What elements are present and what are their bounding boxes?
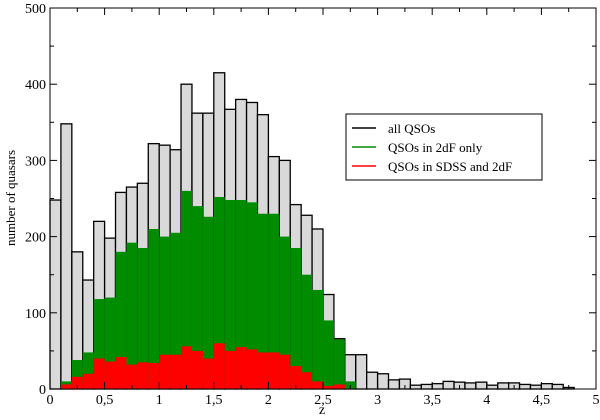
x-tick-label: 3,5	[423, 393, 441, 408]
all-qsos-bar	[409, 384, 422, 390]
sdss-and-2df-bars	[60, 343, 345, 389]
all-qsos-bar	[376, 373, 390, 390]
legend-label: all QSOs	[388, 121, 435, 136]
sdss-2df-bar	[71, 376, 83, 389]
2df-only-bar	[279, 236, 291, 389]
2df-only-bar	[93, 299, 105, 389]
sdss-2df-bar	[159, 354, 171, 389]
sdss-2df-bar	[213, 343, 225, 389]
all-qsos-bar	[420, 383, 433, 390]
all-qsos-bar	[551, 383, 564, 390]
2df-only-bar	[202, 216, 214, 389]
sdss-2df-bar	[312, 381, 323, 389]
x-tick-label: 1	[156, 393, 163, 408]
sdss-2df-bar	[246, 349, 258, 389]
2df-only-bar	[82, 352, 94, 389]
y-axis: 0 100 200 300 400 500	[25, 2, 596, 398]
x-tick-label: 2	[265, 393, 272, 408]
x-tick-label: 1,5	[205, 393, 223, 408]
2df-only-bar	[213, 196, 225, 389]
sdss-2df-bar	[126, 364, 138, 389]
all-qsos-bar	[366, 371, 379, 390]
legend: all QSOs QSOs in 2dF only QSOs in SDSS and…	[345, 113, 543, 181]
all-qsos-bar	[529, 384, 543, 390]
x-axis: 0 0,5 1 1,5 2 2,5 3 3,5 4 4,5 5	[47, 8, 600, 408]
sdss-2df-bar	[191, 350, 203, 389]
2df-only-bar	[181, 190, 192, 389]
all-qsos-bar	[49, 199, 62, 390]
sdss-2df-bar	[323, 385, 334, 389]
sdss-2df-bar	[93, 358, 105, 389]
sdss-2df-bar	[301, 372, 313, 389]
sdss-2df-bar	[224, 350, 236, 389]
2df-only-bar	[301, 274, 313, 389]
legend-label: QSOs in 2dF only	[388, 140, 483, 155]
2df-only-bar	[235, 200, 247, 389]
all-qsos-bar	[540, 383, 553, 390]
2df-only-bar	[312, 289, 323, 389]
2df-only-bar	[191, 206, 203, 389]
y-tick-label: 500	[25, 2, 46, 17]
2df-only-bar	[290, 248, 302, 389]
2df-only-bar	[159, 236, 171, 389]
all-qsos-bar	[464, 382, 477, 390]
x-tick-label: 5	[593, 393, 600, 408]
x-tick-label: 0	[47, 393, 54, 408]
y-tick-label: 100	[25, 307, 46, 322]
y-tick-label: 0	[39, 383, 46, 398]
all-qsos-bar	[475, 381, 488, 390]
x-tick-label: 4,5	[533, 393, 551, 408]
sdss-2df-bar	[202, 358, 214, 389]
2df-only-bar	[224, 200, 236, 389]
2df-only-bar	[104, 297, 116, 389]
2df-only-bars	[60, 190, 356, 389]
all-qsos-bar	[442, 380, 455, 390]
y-tick-label: 200	[25, 231, 46, 246]
2df-only-bar	[126, 242, 138, 389]
2df-only-bar	[323, 320, 334, 389]
2df-only-bar	[268, 213, 280, 389]
sdss-2df-bar	[333, 384, 345, 389]
legend-label: QSOs in SDSS and 2dF	[388, 159, 512, 174]
x-tick-label: 3	[374, 393, 381, 408]
2df-only-bar	[246, 202, 258, 389]
2df-only-bar	[257, 213, 269, 389]
2df-only-bar	[71, 360, 83, 389]
sdss-2df-bar	[82, 373, 94, 389]
x-axis-label: z	[319, 403, 325, 418]
sdss-2df-bar	[235, 347, 247, 389]
sdss-2df-bar	[279, 354, 291, 389]
y-tick-label: 400	[25, 78, 46, 93]
x-tick-label: 0,5	[96, 393, 114, 408]
sdss-2df-bar	[148, 363, 160, 389]
2df-only-bar	[170, 232, 182, 389]
x-tick-label: 2,5	[314, 393, 332, 408]
y-tick-label: 300	[25, 154, 46, 169]
2df-only-bar	[115, 251, 127, 389]
sdss-2df-bar	[115, 356, 127, 389]
all-qsos-bar	[518, 383, 532, 390]
sdss-2df-bar	[290, 366, 302, 389]
y-axis-label: number of quasars	[3, 150, 18, 246]
sdss-2df-bar	[181, 346, 192, 389]
2df-only-bar	[333, 339, 345, 389]
legend-box	[345, 113, 543, 181]
all-qsos-bar	[60, 123, 73, 390]
all-qsos-bar	[387, 379, 401, 390]
all-qsos-bar	[431, 383, 444, 390]
x-tick-label: 4	[483, 393, 490, 408]
2df-only-bar	[137, 248, 149, 389]
sdss-2df-bar	[170, 354, 182, 389]
sdss-2df-bar	[268, 352, 280, 389]
sdss-2df-bar	[137, 362, 149, 389]
all-qsos-bar	[486, 384, 499, 390]
all-qsos-bar	[355, 354, 368, 390]
all-qsos-bar	[497, 382, 510, 390]
sdss-2df-bar	[104, 361, 116, 389]
sdss-2df-bar	[60, 384, 72, 389]
sdss-2df-bar	[257, 352, 269, 389]
2df-only-bar	[148, 228, 160, 389]
